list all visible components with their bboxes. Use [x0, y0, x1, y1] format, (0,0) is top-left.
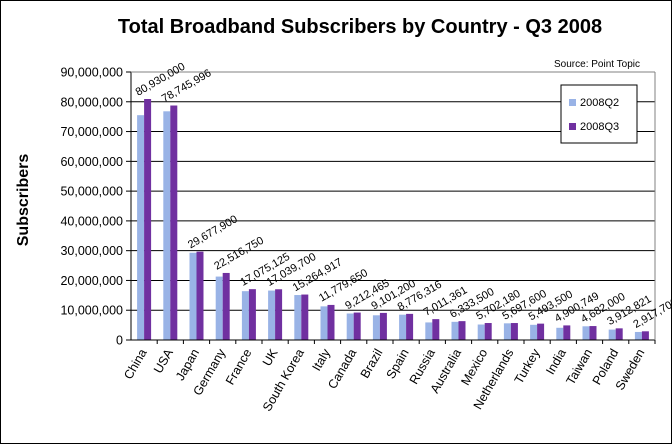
- y-tick-label: 10,000,000: [60, 304, 123, 318]
- x-tick-label: China: [121, 346, 149, 381]
- bar-2008q3-japan: [196, 251, 204, 340]
- y-axis-label: Subscribers: [15, 154, 32, 247]
- y-tick-label: 90,000,000: [60, 66, 123, 80]
- bar-2008q3-poland: [615, 328, 623, 340]
- bar-2008q3-france: [248, 289, 256, 340]
- x-tick-label: Brazil: [358, 347, 386, 381]
- bar-2008q2-china: [137, 115, 145, 340]
- legend: 2008Q2 2008Q3: [560, 84, 638, 144]
- bar-2008q3-russia: [432, 319, 440, 340]
- x-tick-label: Italy: [310, 346, 334, 374]
- bar-2008q2-australia: [451, 321, 459, 340]
- y-tick-labels: 0 10,000,000 20,000,000 30,000,000 40,000,00…: [60, 66, 123, 348]
- axis-layer: [126, 71, 656, 344]
- chart-title: Total Broadband Subscribers by Country -…: [118, 16, 602, 38]
- bar-2008q3-uk: [275, 289, 283, 340]
- bar-2008q3-spain: [406, 313, 414, 340]
- legend-label-2008q3: 2008Q3: [580, 121, 619, 133]
- bar-2008q3-italy: [327, 304, 335, 340]
- legend-box: [560, 84, 638, 144]
- x-tick-label: Turkey: [512, 346, 543, 386]
- y-tick-label: 0: [116, 334, 123, 348]
- bar-2008q2-russia: [425, 322, 433, 340]
- bar-2008q3-turkey: [537, 323, 545, 340]
- bar-2008q2-sweden: [634, 331, 642, 340]
- bar-2008q3-sweden: [641, 331, 649, 340]
- bars-layer: [137, 99, 649, 340]
- x-tick-label: India: [543, 346, 569, 377]
- y-tick-label: 60,000,000: [60, 155, 123, 169]
- bar-2008q2-brazil: [372, 315, 380, 340]
- bar-2008q3-germany: [222, 272, 230, 340]
- bar-2008q3-taiwan: [589, 326, 597, 340]
- bar-2008q3-australia: [458, 321, 466, 340]
- legend-label-2008q2: 2008Q2: [580, 97, 619, 109]
- y-tick-label: 40,000,000: [60, 214, 123, 228]
- bar-2008q2-turkey: [530, 324, 538, 340]
- data-label: 29,677,900: [186, 213, 240, 251]
- y-tick-label: 70,000,000: [60, 125, 123, 139]
- x-tick-label: France: [223, 346, 255, 387]
- y-tick-label: 30,000,000: [60, 244, 123, 258]
- y-tick-label: 50,000,000: [60, 185, 123, 199]
- bar-2008q2-canada: [346, 313, 354, 340]
- x-tick-label: USA: [151, 346, 176, 376]
- bar-2008q2-taiwan: [582, 326, 590, 340]
- bar-2008q2-usa: [163, 111, 171, 340]
- bar-2008q2-south-korea: [294, 295, 302, 340]
- legend-swatch-2008q2: [569, 99, 576, 106]
- bar-2008q2-netherlands: [503, 323, 511, 340]
- bar-2008q2-italy: [320, 306, 328, 340]
- bar-2008q3-canada: [353, 312, 361, 340]
- bar-2008q2-germany: [215, 276, 223, 340]
- bar-2008q2-poland: [608, 329, 616, 340]
- x-tick-label: UK: [260, 346, 281, 369]
- bar-2008q2-uk: [268, 290, 276, 340]
- bar-2008q3-india: [563, 325, 571, 340]
- bar-2008q3-netherlands: [510, 323, 518, 340]
- x-tick-label: Spain: [384, 346, 412, 381]
- bar-2008q3-usa: [170, 105, 178, 340]
- y-tick-label: 80,000,000: [60, 95, 123, 109]
- bar-2008q2-india: [556, 327, 564, 340]
- bar-2008q3-south-korea: [301, 294, 309, 340]
- bar-2008q2-mexico: [477, 324, 485, 340]
- chart-source: Source: Point Topic: [554, 59, 640, 70]
- bar-2008q2-france: [241, 291, 249, 340]
- bar-2008q3-brazil: [379, 312, 387, 340]
- y-tick-label: 20,000,000: [60, 274, 123, 288]
- legend-swatch-2008q3: [569, 123, 576, 130]
- bar-2008q3-china: [144, 99, 152, 340]
- bar-2008q2-spain: [399, 314, 407, 340]
- bar-2008q3-mexico: [484, 323, 492, 340]
- bar-2008q2-japan: [189, 252, 197, 340]
